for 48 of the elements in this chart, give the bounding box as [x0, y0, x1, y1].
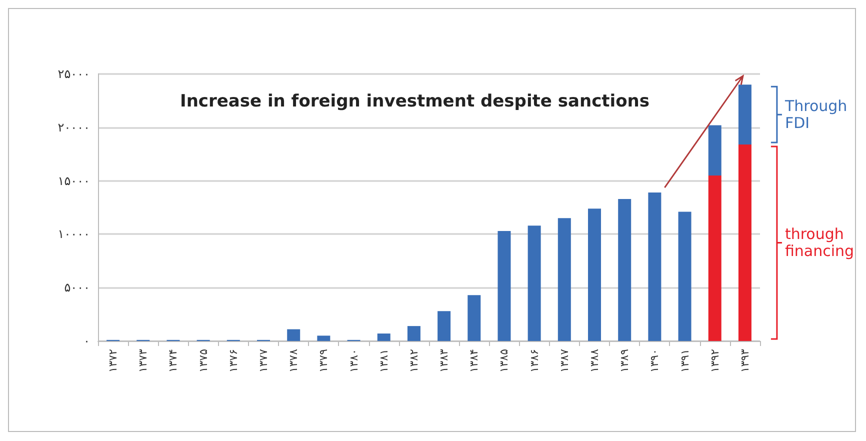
x-tick-label: ۱۳۹۲	[708, 348, 722, 373]
x-tick-label: ۱۳۷۳	[136, 348, 150, 373]
x-tick-label: ۱۳۷۲	[106, 348, 120, 373]
bar	[528, 226, 541, 341]
x-tick-label: ۱۳۸۹	[618, 348, 632, 373]
y-tick-label: ۵۰۰۰	[64, 280, 90, 295]
bar	[498, 230, 511, 341]
y-tick-label: ۰	[84, 334, 90, 348]
x-tick-label: ۱۳۷۴	[166, 348, 180, 373]
y-tick-label: ۱۵۰۰۰	[58, 174, 90, 188]
x-tick-label: ۱۳۷۹	[317, 348, 330, 373]
x-tick-label: ۱۳۸۶	[528, 349, 541, 373]
bar	[317, 336, 330, 341]
bar	[588, 208, 601, 341]
x-tick-label: ۱۳۸۷	[558, 348, 571, 373]
bar	[407, 326, 420, 341]
x-tick-label: ۱۳۷۶	[226, 349, 240, 373]
bar	[558, 218, 571, 341]
bar	[678, 212, 692, 341]
bar	[708, 175, 722, 341]
bar	[377, 334, 390, 341]
x-tick-label: ۱۳۹۱	[678, 349, 692, 373]
y-tick-label: ۲۰۰۰۰	[58, 120, 90, 134]
x-tick-label: ۱۳۹۳	[738, 348, 752, 373]
bar	[738, 84, 752, 144]
bar	[738, 144, 752, 341]
y-tick-label: ۱۰۰۰۰	[58, 227, 90, 242]
legend-label: Through FDI	[784, 96, 848, 132]
x-tick-label: ۱۳۷۸	[287, 348, 300, 373]
bar	[708, 125, 722, 176]
bar	[287, 329, 300, 341]
x-tick-label: ۱۳۸۵	[498, 348, 511, 373]
bar	[468, 295, 481, 341]
x-tick-label: ۱۳۸۰	[347, 349, 360, 373]
x-tick-label: ۱۳۸۱	[377, 349, 390, 373]
x-tick-label: ۱۳۷۵	[196, 348, 210, 373]
bar	[618, 198, 632, 341]
text: Increase in foreign investment despite sanctions	[180, 92, 650, 112]
x-tick-label: ۱۳۸۳	[438, 348, 451, 373]
x-tick-label: ۱۳۸۸	[588, 348, 601, 373]
bar	[438, 311, 451, 341]
y-tick-label: ۲۵۰۰۰	[58, 67, 90, 81]
x-tick-label: ۱۳۷۷	[257, 348, 270, 373]
text: through financing	[784, 224, 856, 260]
x-tick-label: ۱۳۸۲	[407, 348, 420, 373]
x-tick-label: ۱۳۹۰	[648, 349, 662, 373]
x-tick-label: ۱۳۸۴	[468, 348, 481, 373]
bar	[648, 192, 662, 341]
